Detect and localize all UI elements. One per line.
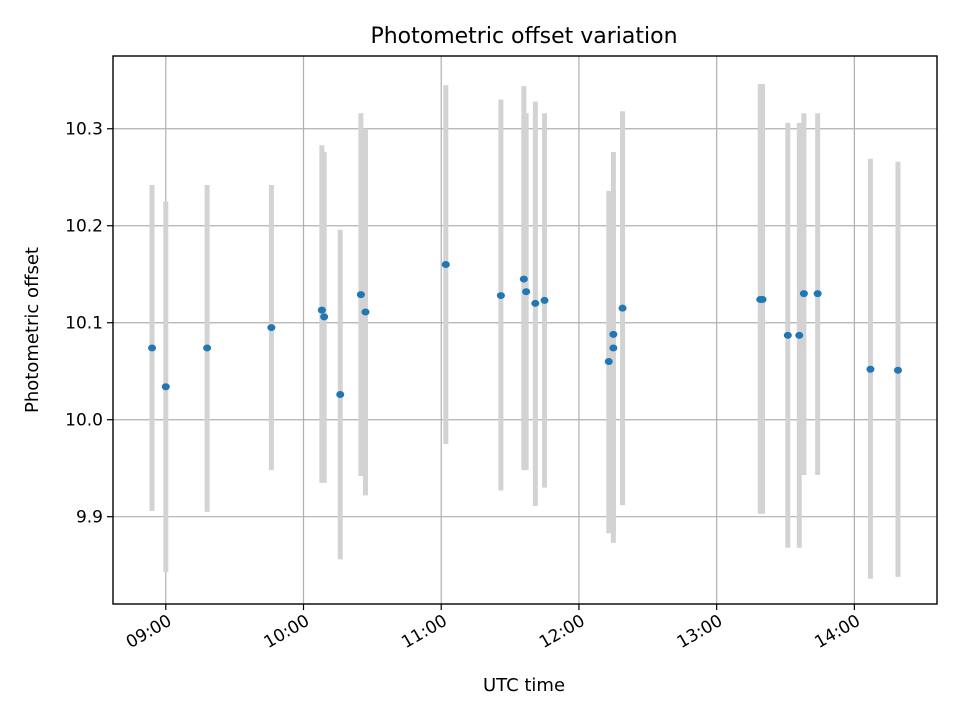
data-point bbox=[161, 383, 170, 391]
data-point bbox=[795, 331, 804, 339]
data-point bbox=[758, 295, 767, 303]
errorbar-layer bbox=[149, 84, 901, 579]
y-tick-label: 10.0 bbox=[65, 411, 103, 431]
chart-title: Photometric offset variation bbox=[370, 24, 677, 49]
data-point bbox=[267, 324, 276, 332]
data-point bbox=[783, 331, 792, 339]
data-point bbox=[604, 358, 613, 366]
plot-frame bbox=[112, 55, 938, 605]
data-point bbox=[336, 390, 345, 398]
tick-layer: 09:00 10:00 11:00 12:00 13:00 14:00 9.9 10.0 10.… bbox=[65, 120, 864, 653]
data-point bbox=[531, 299, 540, 307]
data-point bbox=[540, 296, 549, 304]
data-point bbox=[893, 366, 902, 374]
x-tick-label: 14:00 bbox=[811, 611, 863, 653]
y-tick-label: 10.3 bbox=[65, 120, 103, 140]
data-point bbox=[618, 304, 627, 312]
y-tick-label: 10.2 bbox=[65, 217, 103, 237]
data-point bbox=[609, 330, 618, 338]
data-point bbox=[813, 290, 822, 298]
data-point bbox=[361, 308, 370, 316]
data-point bbox=[317, 306, 326, 314]
data-point bbox=[522, 288, 531, 296]
y-tick-label: 10.1 bbox=[65, 314, 103, 334]
x-tick-label: 11:00 bbox=[398, 611, 450, 653]
data-point bbox=[320, 313, 329, 321]
data-point bbox=[148, 344, 157, 352]
y-tick-label: 9.9 bbox=[76, 508, 103, 528]
data-point bbox=[866, 365, 875, 373]
x-tick-label: 09:00 bbox=[123, 611, 175, 653]
data-point bbox=[496, 292, 505, 300]
point-layer bbox=[148, 261, 902, 398]
x-tick-label: 13:00 bbox=[674, 611, 726, 653]
data-point bbox=[441, 261, 450, 269]
data-point bbox=[799, 290, 808, 298]
x-axis-label: UTC time bbox=[483, 675, 565, 696]
x-tick-label: 12:00 bbox=[536, 611, 588, 653]
data-point bbox=[356, 291, 365, 299]
data-point bbox=[203, 344, 212, 352]
data-point bbox=[609, 344, 618, 352]
y-axis-label: Photometric offset bbox=[22, 247, 43, 413]
x-tick-label: 10:00 bbox=[261, 611, 313, 653]
data-point bbox=[519, 275, 528, 283]
